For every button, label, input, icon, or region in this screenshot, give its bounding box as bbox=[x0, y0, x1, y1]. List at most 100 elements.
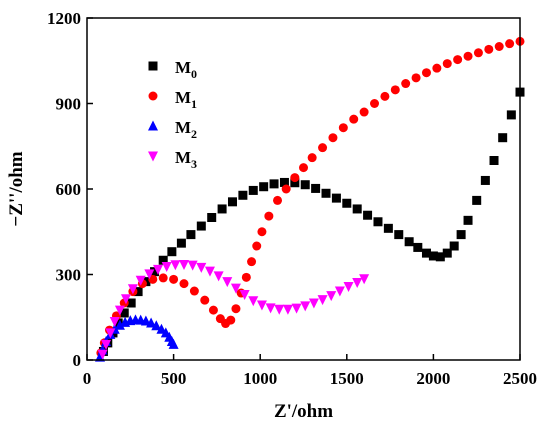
data-point bbox=[326, 291, 337, 302]
data-point bbox=[318, 143, 328, 153]
data-point bbox=[428, 251, 438, 261]
data-point bbox=[352, 277, 363, 288]
data-point bbox=[176, 238, 186, 248]
data-point bbox=[300, 180, 310, 190]
data-point bbox=[196, 221, 206, 231]
data-point bbox=[463, 51, 473, 61]
data-point bbox=[343, 281, 354, 292]
data-point bbox=[359, 107, 369, 117]
data-point bbox=[472, 195, 482, 205]
data-point bbox=[257, 227, 267, 237]
data-point bbox=[342, 198, 352, 208]
data-point bbox=[494, 42, 504, 51]
data-point bbox=[151, 320, 162, 331]
y-tick-label: 300 bbox=[56, 266, 82, 285]
data-point bbox=[394, 230, 404, 240]
data-point bbox=[442, 248, 452, 258]
data-point bbox=[279, 177, 289, 187]
data-point bbox=[473, 48, 483, 58]
data-point bbox=[167, 247, 177, 257]
data-point bbox=[196, 262, 207, 273]
legend-label: M1 bbox=[175, 88, 197, 111]
data-point bbox=[208, 305, 218, 315]
data-point bbox=[161, 262, 172, 273]
data-point bbox=[359, 274, 370, 285]
data-point bbox=[370, 99, 380, 108]
data-point bbox=[204, 266, 215, 277]
legend-label: M3 bbox=[175, 148, 197, 171]
data-point bbox=[144, 269, 155, 280]
data-point bbox=[105, 328, 116, 339]
legend-item: M0 bbox=[148, 58, 197, 81]
data-point bbox=[338, 123, 348, 133]
data-point bbox=[230, 283, 241, 294]
data-point bbox=[238, 190, 248, 200]
data-point bbox=[126, 298, 136, 308]
data-point bbox=[300, 301, 311, 312]
x-tick-label: 1500 bbox=[330, 369, 364, 388]
x-axis-title: Z'/ohm bbox=[274, 401, 333, 422]
legend-label: M2 bbox=[175, 118, 197, 141]
legend-label: M0 bbox=[175, 58, 197, 81]
data-point bbox=[349, 114, 359, 124]
y-tick-label: 600 bbox=[56, 180, 82, 199]
legend-item: M1 bbox=[148, 88, 197, 111]
data-point bbox=[170, 260, 181, 271]
x-tick-label: 2000 bbox=[416, 369, 450, 388]
data-point bbox=[119, 308, 129, 318]
data-point bbox=[187, 260, 198, 271]
data-point bbox=[207, 213, 217, 222]
data-point bbox=[390, 85, 400, 95]
data-point bbox=[411, 73, 421, 83]
data-point bbox=[401, 79, 411, 89]
data-point bbox=[383, 223, 393, 233]
data-point bbox=[109, 317, 120, 328]
data-point bbox=[269, 179, 279, 189]
legend-item: M3 bbox=[148, 148, 197, 171]
data-point bbox=[158, 255, 168, 265]
data-point bbox=[432, 63, 442, 73]
data-point bbox=[256, 300, 267, 311]
data-point bbox=[489, 156, 499, 165]
data-point bbox=[189, 286, 199, 296]
data-point bbox=[217, 204, 227, 214]
data-point bbox=[248, 296, 259, 307]
data-point bbox=[373, 217, 383, 227]
data-point bbox=[421, 248, 431, 258]
data-point bbox=[413, 242, 423, 252]
data-point bbox=[290, 173, 300, 183]
data-point bbox=[239, 289, 250, 300]
data-point bbox=[264, 211, 274, 221]
series-M3 bbox=[97, 260, 370, 360]
y-tick-label: 1200 bbox=[47, 9, 81, 28]
data-point bbox=[506, 110, 516, 120]
data-point bbox=[169, 274, 179, 284]
legend-marker bbox=[148, 120, 158, 131]
series-M0 bbox=[98, 87, 525, 356]
data-point bbox=[127, 284, 138, 295]
data-point bbox=[291, 303, 302, 314]
x-tick-label: 0 bbox=[83, 369, 92, 388]
data-point bbox=[281, 184, 291, 194]
data-point bbox=[435, 252, 445, 262]
legend-marker bbox=[148, 91, 158, 101]
y-tick-label: 900 bbox=[56, 95, 82, 114]
y-axis-title: −Z''/ohm bbox=[6, 151, 27, 226]
data-point bbox=[241, 272, 251, 282]
data-point bbox=[463, 215, 473, 225]
series-M1 bbox=[96, 36, 525, 358]
data-point bbox=[404, 237, 414, 247]
data-point bbox=[231, 304, 241, 314]
data-point bbox=[449, 241, 459, 251]
data-point bbox=[114, 319, 125, 330]
data-point bbox=[442, 59, 452, 69]
data-point bbox=[226, 315, 236, 325]
data-point bbox=[222, 277, 233, 288]
data-point bbox=[120, 294, 131, 305]
data-point bbox=[308, 298, 319, 309]
data-point bbox=[273, 195, 283, 205]
data-point bbox=[265, 303, 276, 314]
data-point bbox=[328, 133, 338, 143]
data-point bbox=[133, 287, 143, 297]
data-point bbox=[135, 275, 146, 286]
